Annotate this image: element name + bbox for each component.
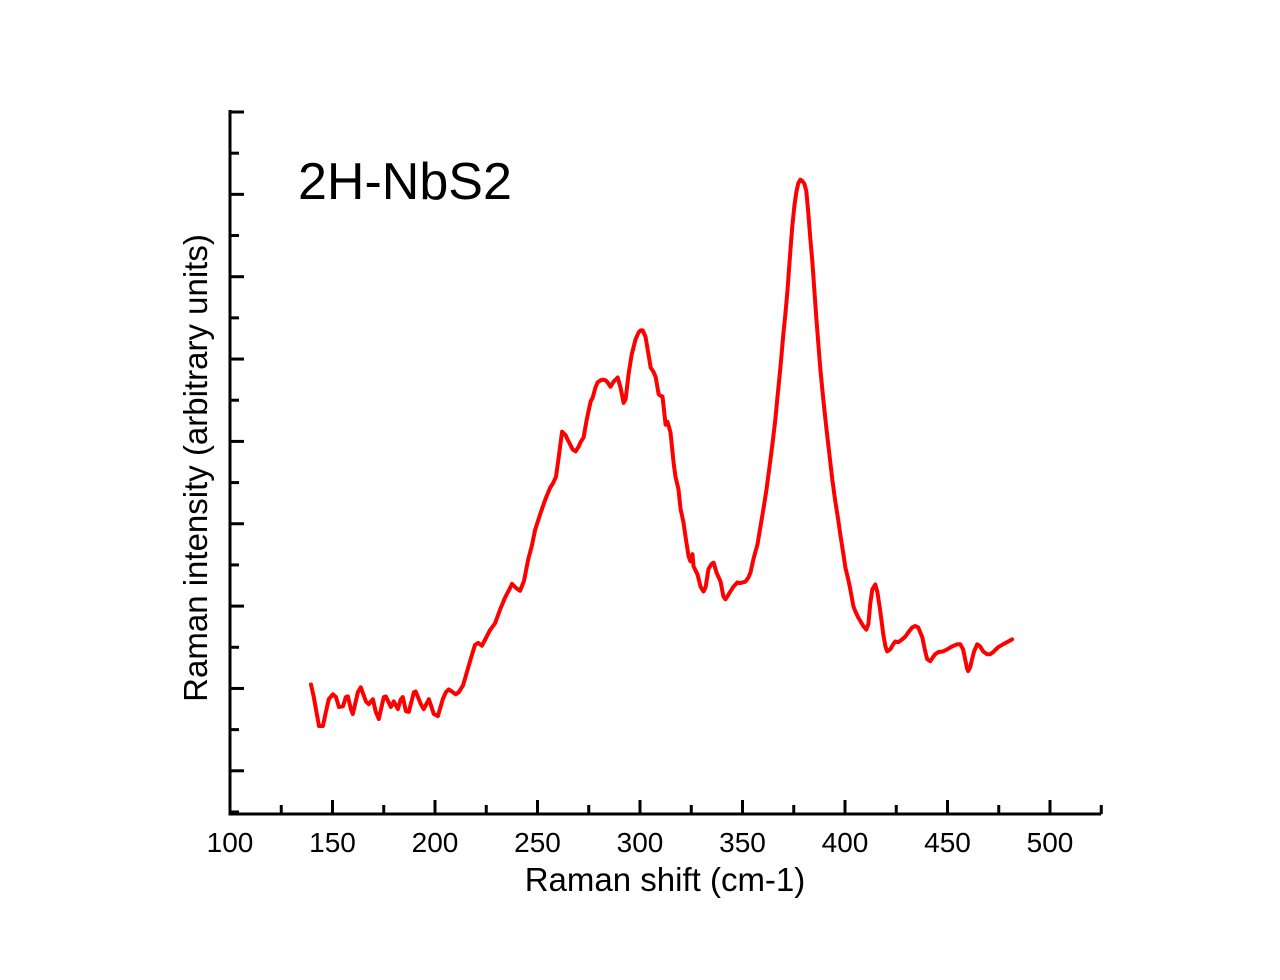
x-tick-label: 500 bbox=[1026, 827, 1074, 858]
x-tick-label: 400 bbox=[821, 827, 869, 858]
x-tick-label: 200 bbox=[411, 827, 459, 858]
x-axis-title: Raman shift (cm-1) bbox=[524, 861, 806, 898]
x-tick-label: 250 bbox=[514, 827, 561, 858]
annotation-label: 2H-NbS2 bbox=[298, 153, 512, 211]
x-tick-label: 100 bbox=[206, 827, 254, 858]
x-tick-label: 300 bbox=[616, 827, 664, 858]
x-tick-label: 450 bbox=[924, 827, 971, 858]
y-axis-title: Raman intensity (arbitrary units) bbox=[176, 234, 214, 702]
spectrum-line bbox=[309, 177, 1015, 728]
x-tick-label: 350 bbox=[719, 827, 766, 858]
x-tick-label: 150 bbox=[309, 827, 356, 858]
